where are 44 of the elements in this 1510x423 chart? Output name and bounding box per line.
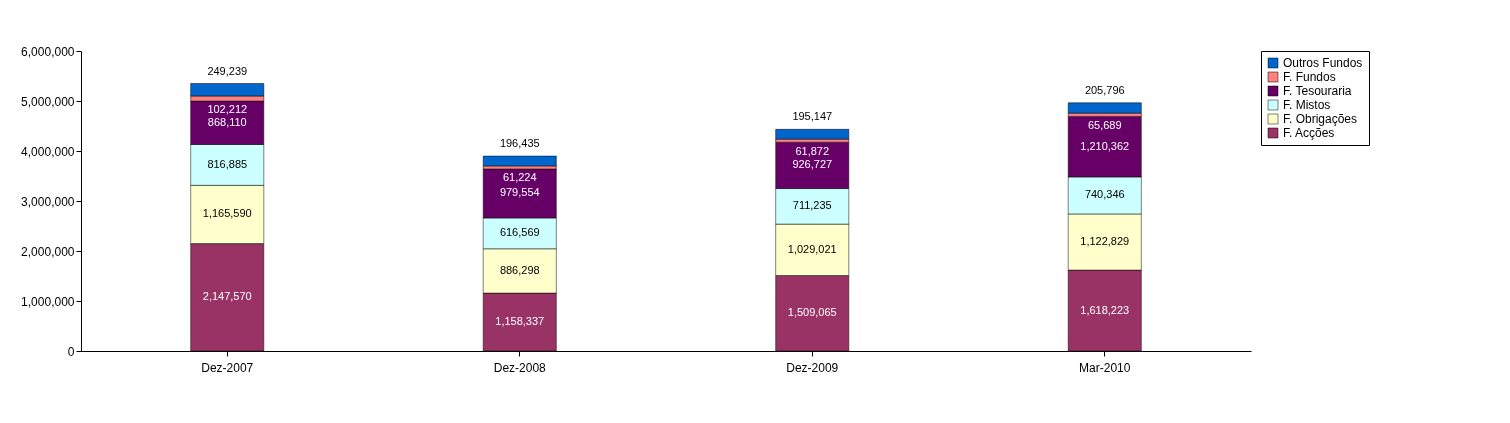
legend-label: F. Tesouraria bbox=[1283, 84, 1352, 98]
y-tick-label: 4,000,000 bbox=[21, 144, 75, 159]
x-tick-label: Mar-2010 bbox=[1079, 360, 1131, 375]
legend-label: F. Acções bbox=[1283, 126, 1335, 140]
x-tick-label: Dez-2009 bbox=[786, 360, 839, 375]
data-label: 1,158,337 bbox=[495, 315, 545, 328]
data-label: 61,872 bbox=[795, 144, 830, 157]
data-label: 1,122,829 bbox=[1080, 235, 1130, 248]
data-label: 102,212 bbox=[207, 102, 248, 115]
data-label: 1,509,065 bbox=[787, 306, 837, 319]
bar bbox=[1067, 102, 1142, 114]
data-label: 65,689 bbox=[1087, 118, 1122, 131]
data-label: 979,554 bbox=[499, 186, 540, 199]
data-label: 926,727 bbox=[792, 158, 833, 171]
data-label: 1,210,362 bbox=[1080, 139, 1130, 152]
bar bbox=[775, 129, 850, 140]
bar bbox=[482, 155, 557, 167]
data-label: 205,796 bbox=[1084, 83, 1125, 96]
data-label: 816,885 bbox=[207, 157, 248, 170]
legend-label: F. Obrigações bbox=[1283, 112, 1358, 126]
data-label: 616,569 bbox=[499, 226, 540, 239]
x-tick-label: Dez-2007 bbox=[201, 360, 254, 375]
y-tick-label: 2,000,000 bbox=[21, 244, 75, 259]
data-label: 195,147 bbox=[792, 110, 833, 123]
y-tick-label: 0 bbox=[67, 344, 75, 359]
x-tick-label: Dez-2008 bbox=[493, 360, 547, 375]
data-label: 886,298 bbox=[499, 263, 540, 276]
data-label: 1,618,223 bbox=[1080, 303, 1130, 316]
data-label: 1,029,021 bbox=[787, 242, 837, 255]
legend-label: Outros Fundos bbox=[1283, 56, 1363, 70]
y-tick-label: 5,000,000 bbox=[21, 94, 75, 109]
legend-label: F. Fundos bbox=[1283, 70, 1336, 84]
data-label: 1,165,590 bbox=[202, 207, 252, 220]
data-label: 61,224 bbox=[502, 171, 537, 184]
y-tick-label: 3,000,000 bbox=[21, 194, 75, 209]
y-tick-label: 1,000,000 bbox=[21, 294, 75, 309]
data-label: 740,346 bbox=[1084, 188, 1125, 201]
data-label: 196,435 bbox=[499, 137, 540, 150]
data-label: 2,147,570 bbox=[202, 290, 252, 303]
data-label: 868,110 bbox=[207, 115, 247, 128]
legend-label: F. Mistos bbox=[1283, 98, 1331, 112]
y-tick-label: 6,000,000 bbox=[21, 44, 75, 59]
data-label: 249,239 bbox=[207, 64, 248, 77]
data-label: 711,235 bbox=[792, 199, 832, 212]
